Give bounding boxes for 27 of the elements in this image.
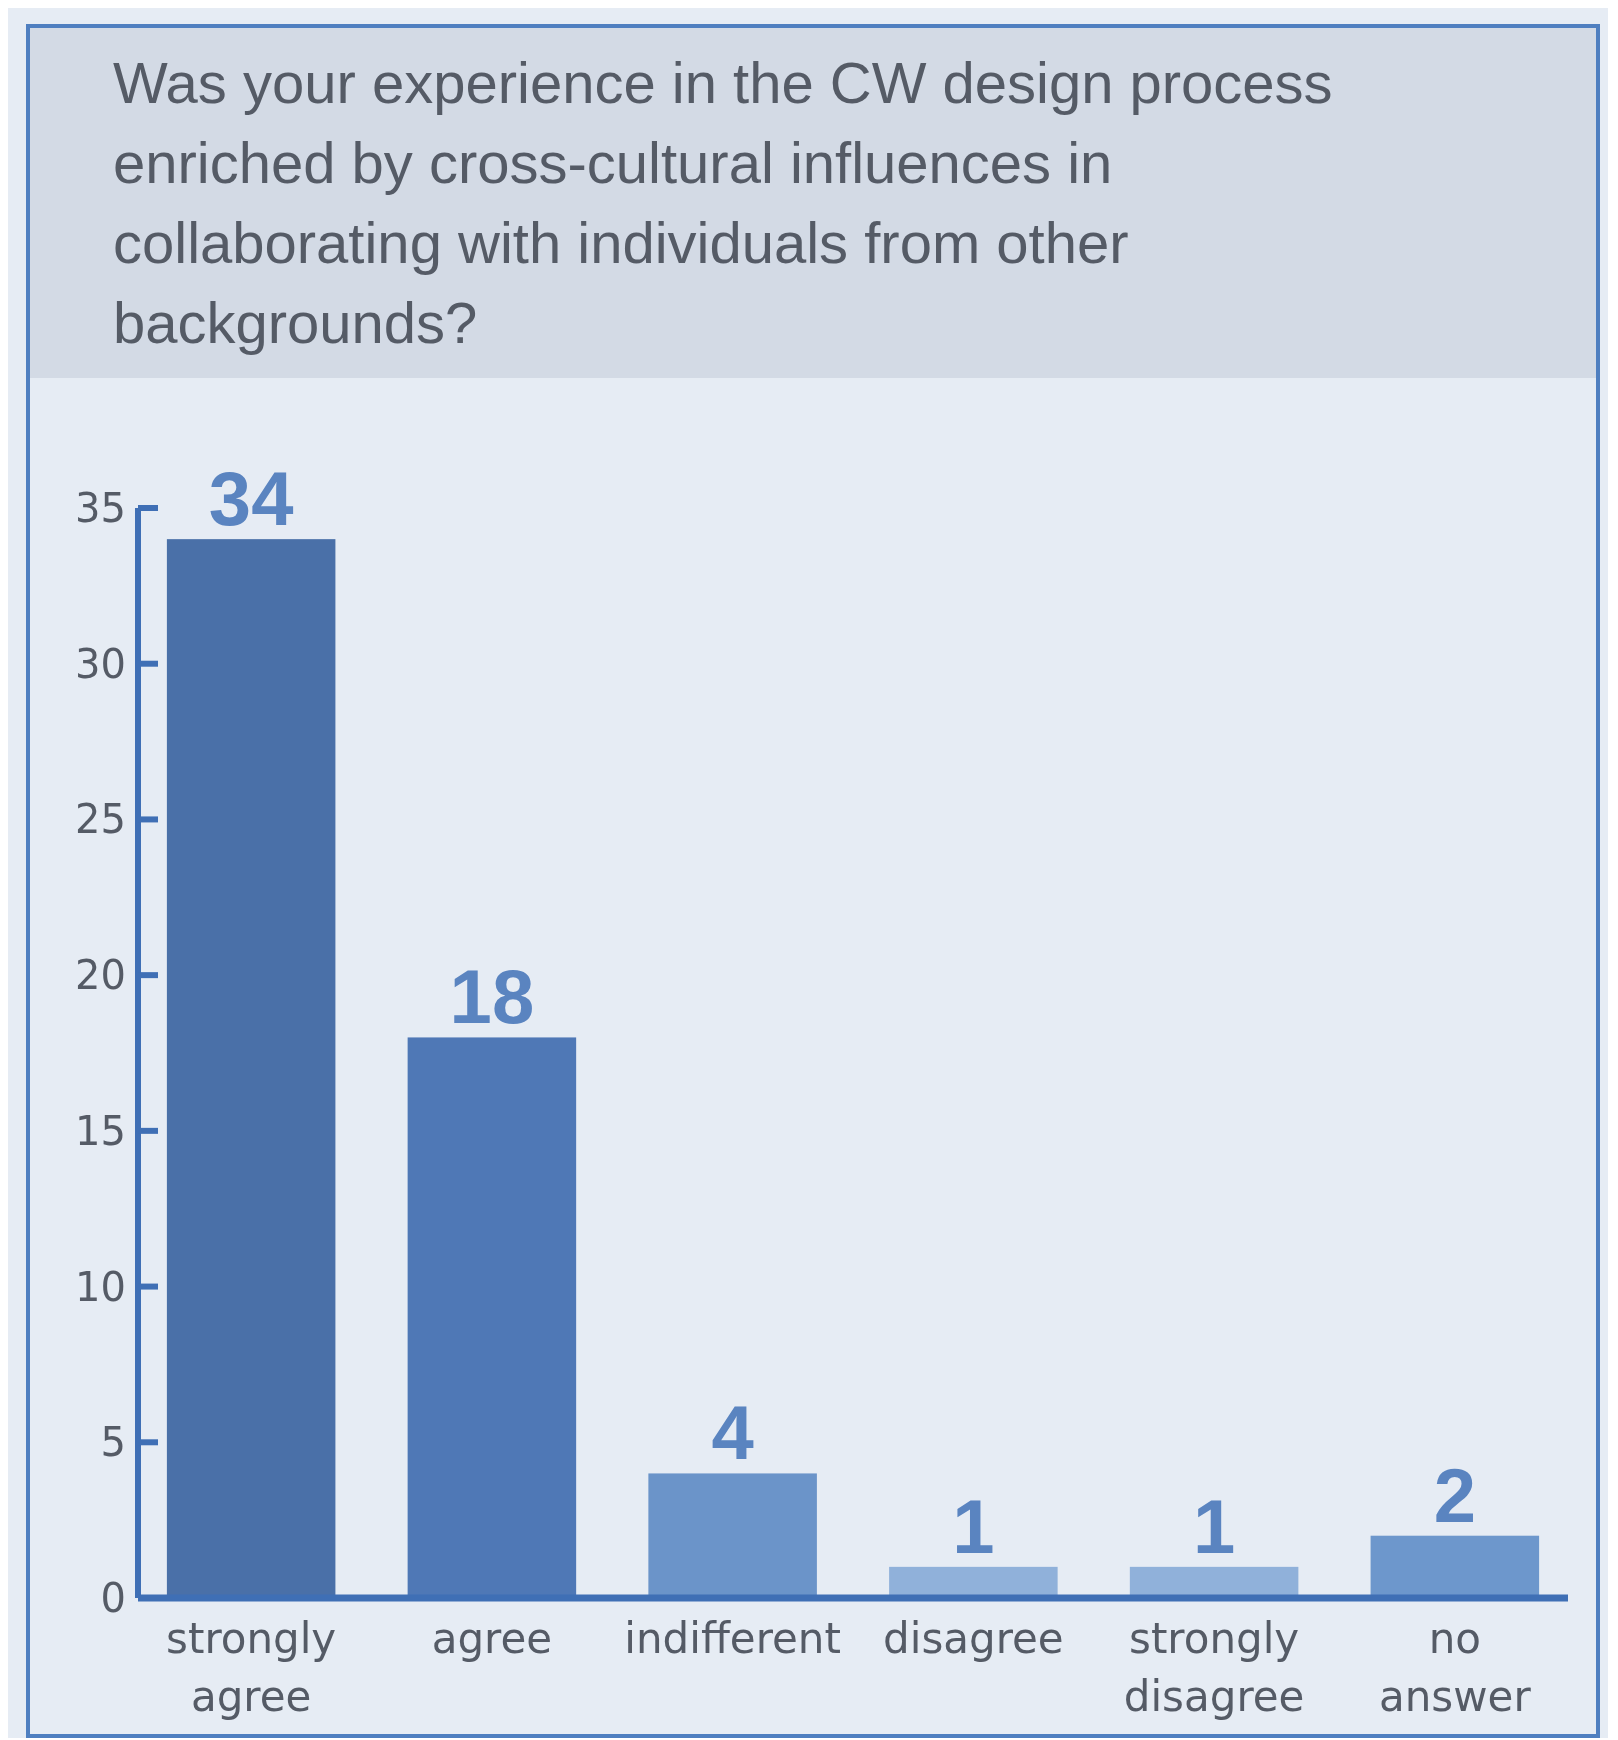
x-tick-label: agree bbox=[431, 1614, 553, 1663]
bar bbox=[166, 539, 336, 1598]
bar bbox=[648, 1473, 817, 1598]
x-tick-label: strongly disagree bbox=[1123, 1614, 1305, 1721]
bar bbox=[1370, 1535, 1540, 1598]
data-label: 1 bbox=[952, 1483, 995, 1569]
x-tick-label: no answer bbox=[1379, 1614, 1532, 1721]
y-tick-label: 35 bbox=[75, 485, 126, 531]
y-tick-label: 25 bbox=[75, 796, 126, 843]
data-label: 18 bbox=[449, 954, 535, 1040]
data-label: 4 bbox=[711, 1390, 754, 1476]
y-tick-label: 10 bbox=[75, 1263, 126, 1310]
x-tick-label: disagree bbox=[883, 1614, 1064, 1663]
bar bbox=[407, 1037, 577, 1598]
bar bbox=[889, 1566, 1058, 1598]
y-tick-label: 15 bbox=[75, 1107, 126, 1154]
data-label: 1 bbox=[1192, 1483, 1236, 1569]
data-label: 2 bbox=[1433, 1452, 1476, 1538]
y-tick-label: 20 bbox=[75, 952, 126, 999]
x-tick-label: indifferent bbox=[624, 1614, 841, 1663]
chart-title: Was your experience in the CW design process enriched by cross-cultural influences in collaborating with individuals from other backgrounds? bbox=[113, 50, 1333, 355]
data-label: 34 bbox=[208, 456, 294, 542]
y-tick-label: 30 bbox=[75, 640, 126, 687]
bar bbox=[1129, 1566, 1299, 1598]
x-tick-label: strongly agree bbox=[166, 1614, 337, 1721]
y-tick-label: 5 bbox=[100, 1419, 126, 1466]
y-tick-label: 0 bbox=[100, 1575, 126, 1621]
